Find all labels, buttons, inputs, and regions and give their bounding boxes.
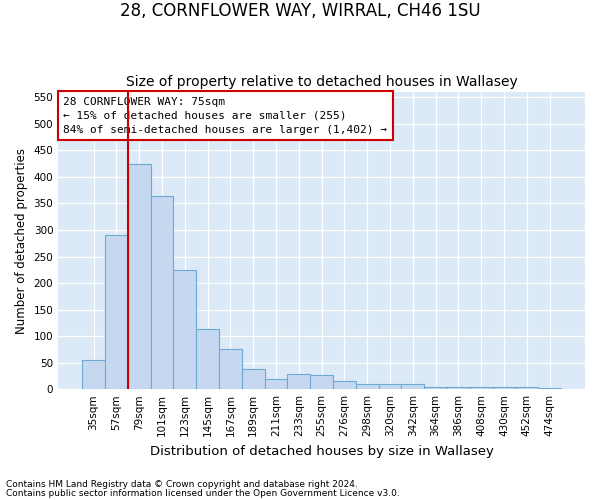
Text: 28, CORNFLOWER WAY, WIRRAL, CH46 1SU: 28, CORNFLOWER WAY, WIRRAL, CH46 1SU bbox=[119, 2, 481, 21]
Bar bbox=[310, 375, 333, 389]
Bar bbox=[470, 387, 493, 389]
Bar bbox=[196, 329, 219, 389]
Bar bbox=[379, 384, 401, 389]
X-axis label: Distribution of detached houses by size in Wallasey: Distribution of detached houses by size … bbox=[149, 444, 494, 458]
Bar bbox=[424, 386, 447, 389]
Bar bbox=[287, 374, 310, 389]
Bar bbox=[447, 387, 470, 389]
Text: 28 CORNFLOWER WAY: 75sqm
← 15% of detached houses are smaller (255)
84% of semi-: 28 CORNFLOWER WAY: 75sqm ← 15% of detach… bbox=[64, 96, 388, 134]
Bar bbox=[401, 384, 424, 389]
Bar bbox=[333, 380, 356, 389]
Title: Size of property relative to detached houses in Wallasey: Size of property relative to detached ho… bbox=[126, 76, 517, 90]
Bar bbox=[105, 236, 128, 389]
Bar bbox=[515, 387, 538, 389]
Bar bbox=[151, 196, 173, 389]
Text: Contains public sector information licensed under the Open Government Licence v3: Contains public sector information licen… bbox=[6, 488, 400, 498]
Bar bbox=[493, 387, 515, 389]
Bar bbox=[242, 369, 265, 389]
Text: Contains HM Land Registry data © Crown copyright and database right 2024.: Contains HM Land Registry data © Crown c… bbox=[6, 480, 358, 489]
Bar bbox=[219, 350, 242, 389]
Bar bbox=[265, 378, 287, 389]
Y-axis label: Number of detached properties: Number of detached properties bbox=[15, 148, 28, 334]
Bar bbox=[356, 384, 379, 389]
Bar bbox=[128, 164, 151, 389]
Bar bbox=[173, 270, 196, 389]
Bar bbox=[82, 360, 105, 389]
Bar bbox=[538, 388, 561, 389]
